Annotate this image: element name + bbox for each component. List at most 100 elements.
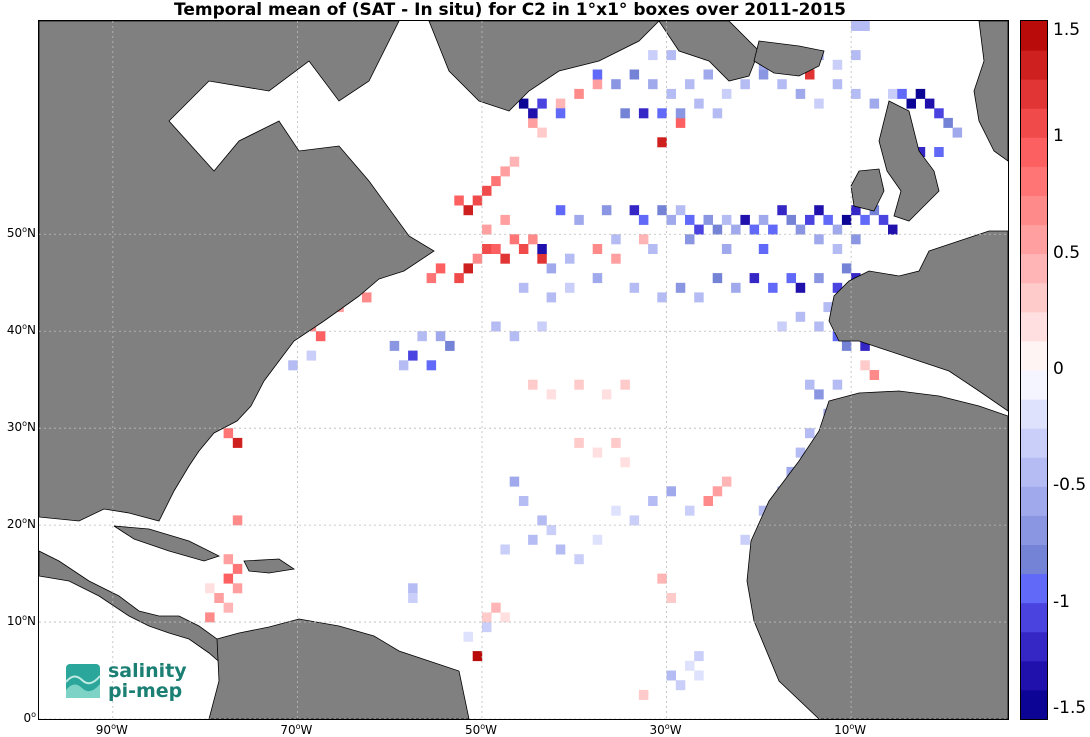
- data-cell: [288, 360, 298, 371]
- data-cell: [537, 253, 547, 264]
- degree-symbol: o: [111, 722, 116, 731]
- colorbar-level: [1021, 224, 1047, 255]
- data-cell: [814, 321, 824, 332]
- data-cell: [666, 670, 676, 681]
- data-cell: [398, 360, 409, 371]
- data-cell: [574, 554, 584, 565]
- data-cell: [638, 234, 649, 245]
- data-cell: [666, 50, 676, 61]
- data-cell: [528, 534, 538, 545]
- data-cell: [592, 273, 603, 284]
- data-cell: [491, 244, 501, 254]
- data-cell: [768, 282, 778, 293]
- data-cell: [408, 350, 418, 361]
- data-cell: [611, 79, 621, 90]
- data-cell: [232, 563, 243, 574]
- data-cell: [592, 244, 603, 254]
- colorbar-level: [1021, 573, 1047, 604]
- data-cell: [851, 21, 861, 31]
- data-cell: [491, 176, 501, 187]
- colorbar-level: [1021, 282, 1047, 313]
- colorbar-level: [1021, 486, 1047, 516]
- data-cell: [888, 88, 898, 99]
- data-cell: [897, 88, 907, 99]
- data-cell: [869, 98, 880, 109]
- data-cell: [851, 234, 861, 245]
- iceland-land: [753, 40, 825, 77]
- degree-value: 90: [95, 723, 112, 737]
- data-cell: [574, 437, 584, 448]
- data-cell: [546, 263, 557, 274]
- data-cell: [758, 214, 769, 225]
- data-cell: [546, 389, 557, 400]
- data-cell: [675, 108, 686, 119]
- data-cell: [565, 253, 575, 264]
- north-america-land: [39, 21, 435, 522]
- longitude-label: 70oW: [280, 722, 312, 737]
- data-cell: [740, 534, 750, 545]
- data-cell: [214, 593, 224, 603]
- data-cell: [537, 515, 547, 526]
- data-cell: [435, 331, 446, 342]
- data-cell: [841, 214, 852, 225]
- colorbar-tick-label: -0.5: [1053, 475, 1087, 496]
- wave-logo-icon: [65, 664, 101, 698]
- logo-text-pimep: pi-mep: [108, 680, 183, 702]
- data-cell: [232, 583, 243, 594]
- data-cell: [463, 263, 473, 274]
- data-cell: [740, 214, 750, 225]
- data-cell: [694, 651, 704, 662]
- colorbar-tick-label: 0.5: [1053, 242, 1081, 263]
- colorbar-level: [1021, 108, 1047, 138]
- data-cell: [454, 273, 464, 284]
- data-cell: [915, 88, 926, 99]
- data-cell: [758, 244, 769, 254]
- data-cell: [758, 69, 769, 80]
- latitude-label: 50oN: [0, 225, 36, 240]
- data-cell: [648, 79, 658, 90]
- data-cell: [934, 108, 944, 119]
- data-cell: [703, 69, 713, 80]
- data-cell: [518, 98, 529, 109]
- data-cell: [509, 234, 520, 245]
- data-cell: [629, 205, 640, 216]
- degree-symbol: o: [31, 710, 36, 719]
- longitude-label: 50oW: [465, 722, 497, 737]
- data-cell: [491, 602, 501, 613]
- data-cell: [518, 244, 529, 254]
- data-cell: [841, 340, 852, 351]
- data-cell: [528, 234, 538, 245]
- colorbar-level: [1021, 50, 1047, 80]
- data-cell: [740, 79, 750, 90]
- data-cell: [232, 515, 243, 526]
- data-cell: [832, 224, 843, 235]
- colorbar-tick-label: 1.5: [1053, 20, 1081, 40]
- data-cell: [832, 282, 843, 293]
- britain-land: [878, 100, 940, 222]
- data-cell: [878, 214, 889, 225]
- data-cell: [408, 593, 418, 603]
- data-cell: [731, 224, 741, 235]
- data-cell: [795, 447, 806, 458]
- europe-land: [828, 230, 1008, 412]
- data-cell: [537, 244, 547, 254]
- data-cell: [786, 273, 796, 284]
- data-cell: [694, 98, 704, 109]
- colorbar-level: [1021, 253, 1047, 284]
- data-cell: [463, 205, 473, 216]
- data-cell: [463, 631, 473, 642]
- data-cell: [528, 379, 538, 390]
- colorbar-level: [1021, 428, 1047, 458]
- data-cell: [638, 108, 649, 119]
- data-cell: [472, 651, 483, 662]
- data-cell: [832, 59, 843, 70]
- south-america-land: [208, 618, 470, 719]
- data-cell: [565, 282, 575, 293]
- data-cell: [694, 224, 704, 235]
- data-cell: [205, 612, 215, 623]
- data-cell: [795, 311, 806, 322]
- colorbar-tick-label: 0: [1053, 359, 1064, 379]
- data-cell: [675, 205, 686, 216]
- latitude-label: 30oN: [0, 419, 36, 434]
- data-cell: [805, 214, 815, 225]
